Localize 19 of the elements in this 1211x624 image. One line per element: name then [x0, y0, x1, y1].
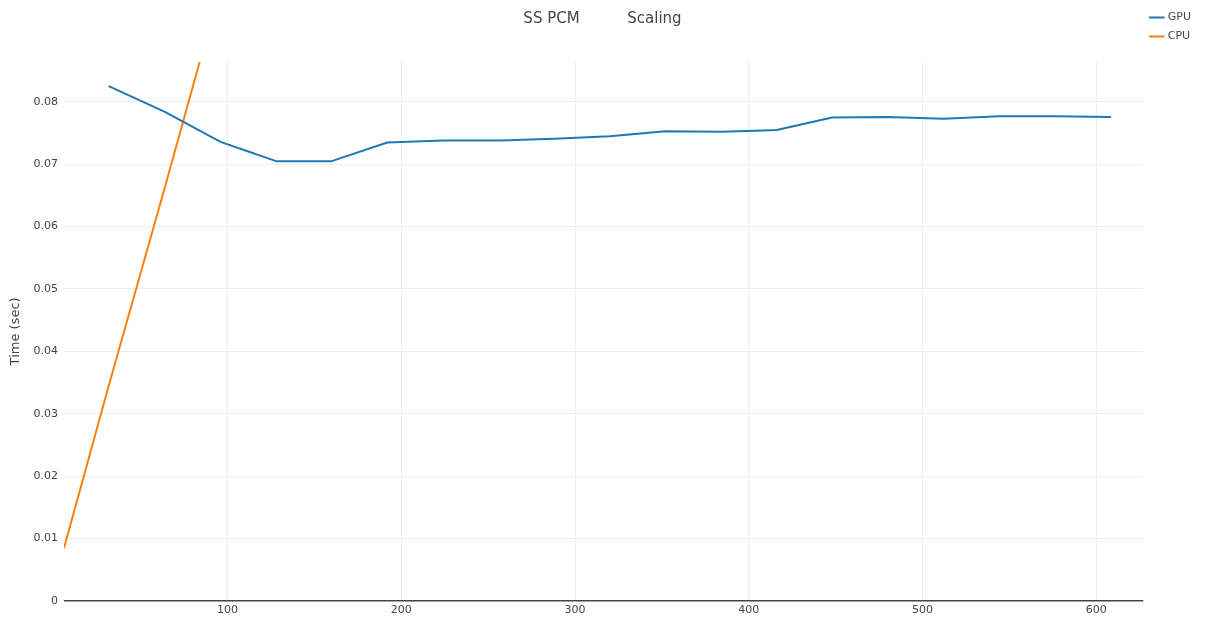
y-tick-label: 0.01 [33, 531, 59, 545]
y-tick-label: 0.05 [33, 281, 59, 295]
x-tick-label: 600 [1085, 603, 1107, 617]
x-tick-label: 400 [738, 603, 760, 617]
x-tick-label: 500 [912, 603, 934, 617]
y-tick-label: 0 [51, 593, 59, 607]
x-tick-label: 200 [390, 603, 412, 617]
x-tick-label: 300 [564, 603, 586, 617]
y-tick-label: 0.02 [33, 468, 59, 482]
chart-title: SS PCM Scaling [523, 8, 682, 27]
y-tick-label: 0.03 [33, 406, 59, 420]
y-tick-label: 0.04 [33, 344, 59, 358]
x-tick-label: 100 [216, 603, 238, 617]
y-axis-title: Time (sec) [7, 297, 23, 367]
y-tick-label: 0.06 [33, 219, 59, 233]
y-tick-label: 0.08 [33, 94, 59, 108]
y-tick-label: 0.07 [33, 157, 59, 171]
legend-label: GPU [1167, 10, 1192, 24]
legend-label: CPU [1167, 29, 1191, 43]
